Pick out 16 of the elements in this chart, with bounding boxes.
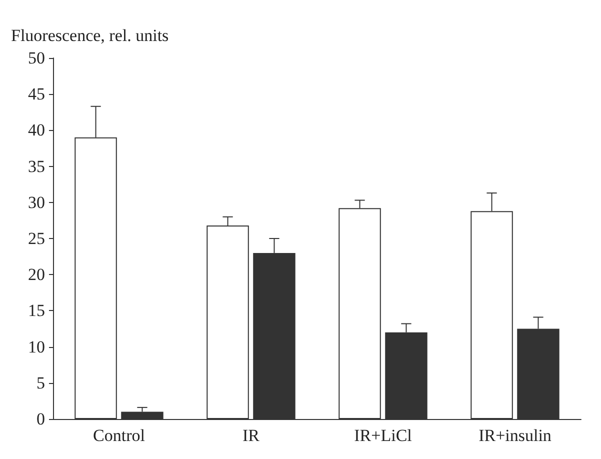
y-tick-label: 15 [28,301,45,320]
y-tick-label: 30 [28,192,45,212]
x-tick-label: IR+LiCl [354,426,412,445]
x-tick-label: IR+insulin [478,426,552,445]
y-tick-label: 35 [28,156,45,176]
y-tick-label: 40 [28,120,45,140]
y-tick-label: 50 [28,48,45,68]
y-tick-label: 0 [36,410,45,428]
x-tick-label: IR [242,426,260,445]
y-tick-label: 20 [28,265,45,284]
y-axis-title: Fluorescence, rel. units [11,26,169,45]
y-tick-label: 45 [28,84,45,104]
y-tick-label: 10 [28,337,45,356]
y-tick-label: 25 [28,229,45,248]
y-tick-label: 5 [36,373,45,392]
x-tick-label: Control [93,426,146,445]
